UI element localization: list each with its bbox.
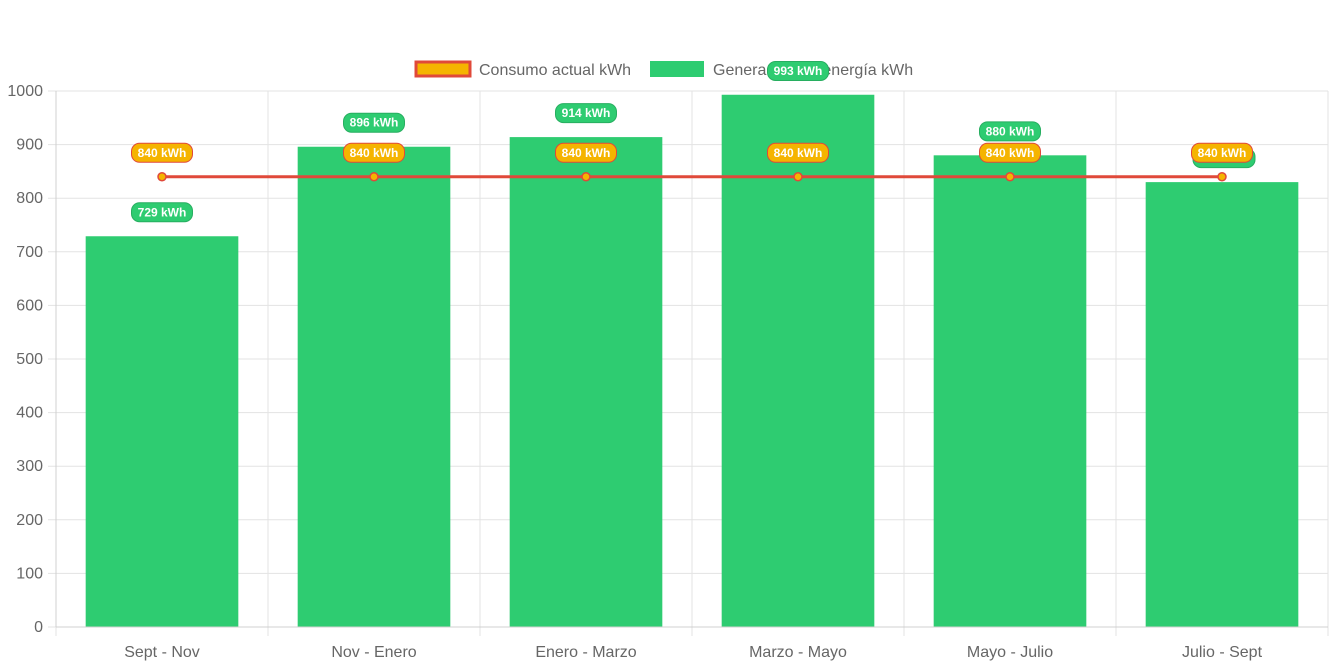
- line-point: [793, 172, 803, 182]
- bars: [85, 94, 1299, 628]
- line-point: [1005, 172, 1015, 182]
- line-value-label-bg: [767, 142, 829, 163]
- line-value-label: 840 kWh: [774, 146, 823, 160]
- line-value-label-bg: [131, 142, 193, 163]
- consumption-line: [157, 172, 1227, 182]
- axes: 0 100 200 300 400 500 600 700 800 900 1000 Sept - N…: [7, 83, 1328, 661]
- bar-value-label: 880 kWh: [986, 124, 1035, 138]
- line-value-label: 840 kWh: [1198, 146, 1247, 160]
- y-tick-label: 300: [16, 458, 43, 475]
- line-point: [369, 172, 379, 182]
- bar-value-label-bg: [767, 61, 829, 81]
- x-tick-label: Julio - Sept: [1182, 644, 1263, 661]
- y-tick-label: 800: [16, 190, 43, 207]
- y-tick-label: 500: [16, 351, 43, 368]
- line-value-label-bg: [1191, 142, 1253, 163]
- x-tick-label: Marzo - Mayo: [749, 644, 847, 661]
- y-tick-label: 900: [16, 137, 43, 154]
- legend-swatch-generation[interactable]: [650, 61, 704, 77]
- y-tick-label: 600: [16, 297, 43, 314]
- x-tick-label: Nov - Enero: [331, 644, 416, 661]
- grid: [48, 90, 1329, 636]
- bar: [721, 94, 875, 627]
- bar-value-label: 729 kWh: [138, 205, 187, 219]
- legend-swatch-consumption[interactable]: [414, 60, 472, 78]
- bar-value-label-bg: [979, 121, 1041, 142]
- bar: [933, 155, 1087, 627]
- line-value-label: 840 kWh: [562, 146, 611, 160]
- bar: [297, 146, 451, 627]
- y-tick-label: 100: [16, 565, 43, 582]
- y-tick-label: 400: [16, 405, 43, 422]
- line-value-label: 840 kWh: [986, 146, 1035, 160]
- bar-value-label: 896 kWh: [350, 116, 399, 130]
- line-point: [581, 172, 591, 182]
- y-tick-label: 1000: [7, 83, 43, 100]
- bar: [1145, 182, 1299, 627]
- bar-value-label: 993 kWh: [774, 64, 823, 78]
- y-tick-label: 200: [16, 512, 43, 529]
- bar-value-label-bg: [131, 202, 193, 223]
- line-point: [157, 172, 167, 182]
- bar-value-label-bg: [555, 103, 617, 124]
- x-tick-label: Sept - Nov: [124, 644, 200, 661]
- y-tick-label: 700: [16, 244, 43, 261]
- line-point: [1217, 172, 1227, 182]
- x-tick-label: Enero - Marzo: [535, 644, 636, 661]
- line-value-label-bg: [979, 142, 1041, 163]
- line-value-label: 840 kWh: [350, 146, 399, 160]
- bar-value-label-bg: [343, 112, 405, 133]
- bar: [509, 137, 663, 627]
- line-value-label-bg: [343, 142, 405, 163]
- line-value-label-bg: [555, 142, 617, 163]
- legend-label-consumption[interactable]: Consumo actual kWh: [479, 62, 631, 79]
- line-value-label: 840 kWh: [138, 146, 187, 160]
- y-tick-label: 0: [34, 619, 43, 636]
- bar-value-label: 914 kWh: [562, 106, 611, 120]
- data-labels: 729 kWh 896 kWh 914 kWh 993 kWh 880 kWh 840 k…: [131, 61, 1256, 223]
- x-tick-label: Mayo - Julio: [967, 644, 1053, 661]
- bar: [85, 236, 239, 628]
